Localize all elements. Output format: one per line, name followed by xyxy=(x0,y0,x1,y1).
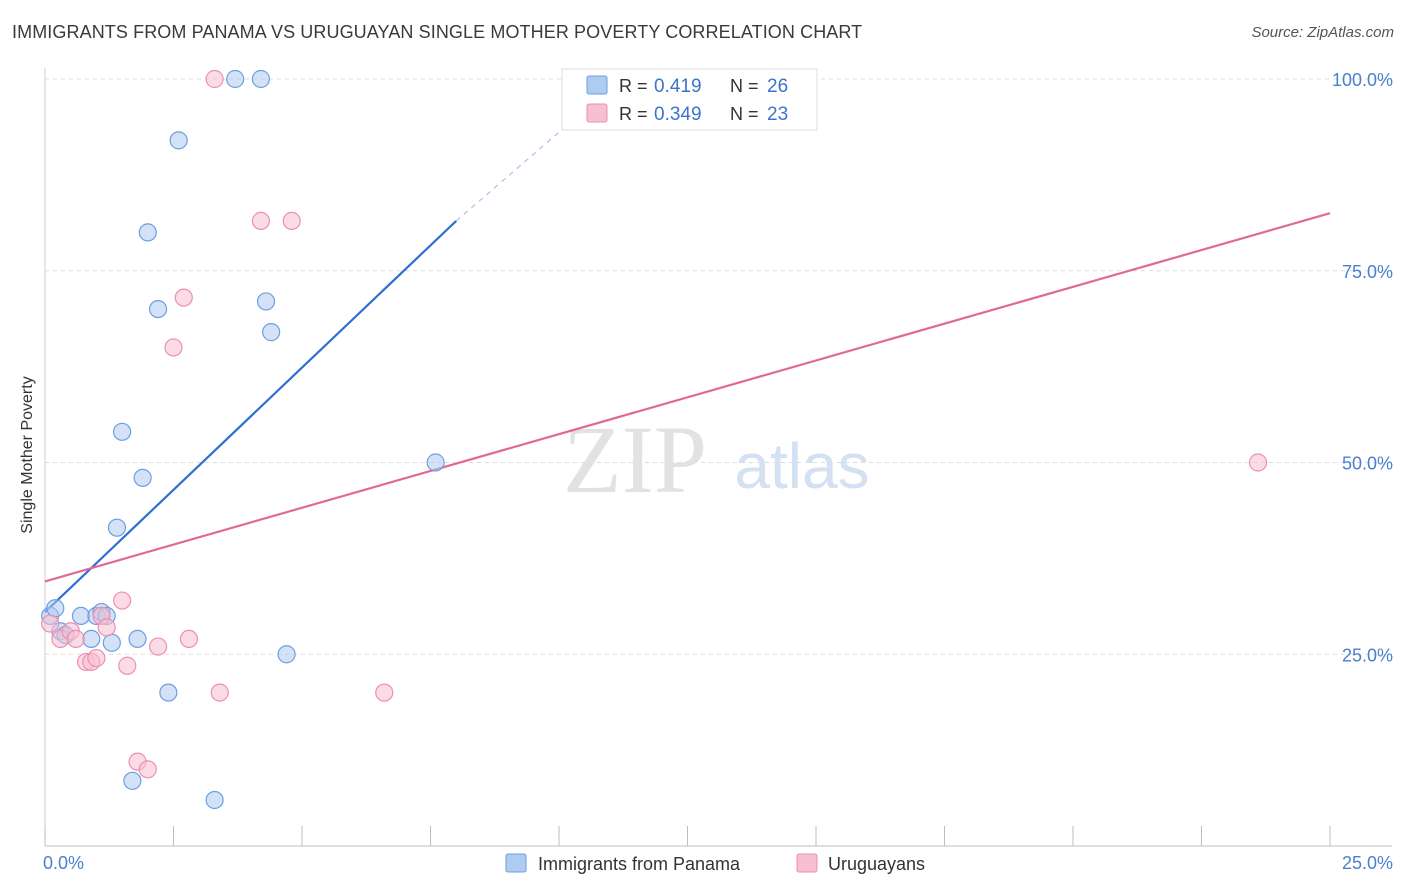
series-legend: Immigrants from Panama Uruguayans xyxy=(505,853,925,874)
x-tick-label: 0.0% xyxy=(43,853,84,873)
chart-title: IMMIGRANTS FROM PANAMA VS URUGUAYAN SING… xyxy=(12,22,863,42)
trendline-blue xyxy=(44,220,457,613)
data-point-blue xyxy=(256,292,276,311)
data-point-blue xyxy=(112,422,132,441)
data-point-blue xyxy=(138,223,157,242)
data-point-blue xyxy=(102,633,121,652)
data-point-pink xyxy=(375,683,394,702)
data-point-pink xyxy=(282,211,301,230)
data-point-blue xyxy=(107,518,127,537)
data-point-pink xyxy=(97,618,116,637)
trendlines xyxy=(44,78,1331,613)
data-point-blue xyxy=(251,69,270,89)
data-point-blue xyxy=(205,790,224,810)
trendline-pink xyxy=(44,212,1331,583)
data-point-pink xyxy=(205,69,224,89)
data-points xyxy=(41,69,1268,810)
legend-r-value-pink: 0.349 xyxy=(654,104,702,125)
gridlines xyxy=(45,78,1392,655)
watermark: ZIP atlas xyxy=(563,406,870,513)
legend-r-value-blue: 0.419 xyxy=(654,76,702,97)
data-point-pink xyxy=(148,637,168,656)
series-legend-swatch-pink xyxy=(796,853,818,873)
data-point-blue xyxy=(277,645,296,664)
data-point-blue xyxy=(133,468,152,487)
y-tick-label: 100.0% xyxy=(1332,70,1393,90)
series-legend-label-pink: Uruguayans xyxy=(828,854,925,874)
data-point-blue xyxy=(148,300,168,319)
series-legend-label-blue: Immigrants from Panama xyxy=(538,854,741,874)
data-point-blue xyxy=(262,323,281,342)
data-point-pink xyxy=(1248,453,1268,472)
axes xyxy=(44,68,1392,847)
data-point-pink xyxy=(174,288,193,307)
legend-swatch-pink xyxy=(586,103,608,123)
data-point-blue xyxy=(169,131,188,150)
y-tick-label: 50.0% xyxy=(1342,454,1393,474)
series-legend-swatch-blue xyxy=(505,853,527,873)
legend-r-label: R = xyxy=(619,104,648,124)
data-point-pink xyxy=(210,683,229,702)
legend-r-label: R = xyxy=(619,76,648,96)
data-point-blue xyxy=(426,453,445,472)
data-point-pink xyxy=(41,614,60,633)
source-credit: Source: ZipAtlas.com xyxy=(1251,24,1394,41)
stats-legend: R = 0.419 N = 26 R = 0.349 N = 23 xyxy=(561,68,818,131)
data-point-blue xyxy=(123,771,142,790)
data-point-pink xyxy=(87,648,106,668)
legend-n-label: N = xyxy=(730,76,759,96)
data-point-pink xyxy=(138,760,157,779)
data-point-blue xyxy=(46,599,65,618)
y-tick-label: 75.0% xyxy=(1342,262,1393,282)
data-point-blue xyxy=(226,69,245,89)
tick-labels: 25.0% 50.0% 75.0% 100.0% 0.0% 25.0% xyxy=(43,70,1393,873)
data-point-blue xyxy=(82,629,101,649)
data-point-pink xyxy=(251,211,270,230)
legend-n-value-blue: 26 xyxy=(767,76,788,97)
watermark-zip: ZIP xyxy=(563,406,707,513)
watermark-atlas: atlas xyxy=(734,430,869,502)
data-point-blue xyxy=(71,606,91,626)
x-tick-label: 25.0% xyxy=(1342,853,1393,873)
data-point-blue xyxy=(159,683,178,702)
data-point-pink xyxy=(164,338,183,357)
legend-swatch-blue xyxy=(586,75,608,95)
data-point-blue xyxy=(128,629,147,649)
legend-n-label: N = xyxy=(730,104,759,124)
data-point-pink xyxy=(112,591,132,610)
data-point-pink xyxy=(66,629,85,649)
data-point-pink xyxy=(118,656,137,675)
y-tick-label: 25.0% xyxy=(1342,645,1393,665)
legend-n-value-pink: 23 xyxy=(767,104,788,125)
data-point-pink xyxy=(179,629,199,649)
